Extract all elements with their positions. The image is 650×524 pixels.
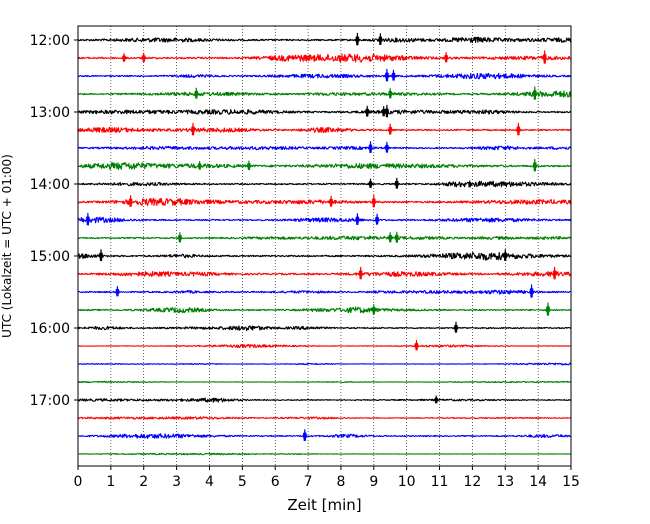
x-tick-label: 9	[369, 474, 378, 490]
trace-1730	[77, 429, 572, 442]
trace-1530	[77, 284, 572, 298]
trace-1645	[77, 380, 572, 384]
x-tick-label: 12	[463, 474, 481, 490]
trace-layer	[77, 32, 572, 456]
x-tick-label: 4	[205, 474, 214, 490]
y-tick-label: 17:00	[30, 393, 70, 409]
grid-layer	[110, 26, 539, 466]
y-tick-label: 15:00	[30, 249, 70, 265]
y-axis-label: UTC (Lokalzeit = UTC + 01:00)	[0, 154, 14, 338]
trace-1545	[77, 302, 572, 316]
trace-1345	[77, 158, 572, 172]
x-tick-label: 7	[304, 474, 313, 490]
tick-layer: 0 1 2 3 4 5 6 7 8 9 10 11 12 13 14 1512:0013:0014:0015:…	[30, 33, 580, 490]
trace-1245	[77, 86, 572, 100]
x-axis-label: Zeit [min]	[287, 496, 361, 514]
trace-1745	[77, 452, 572, 456]
x-tick-label: 3	[172, 474, 181, 490]
trace-1630	[77, 362, 572, 366]
x-tick-label: 14	[529, 474, 547, 490]
plot-frame	[77, 25, 572, 467]
x-tick-label: 13	[496, 474, 514, 490]
x-tick-label: 2	[139, 474, 148, 490]
trace-1500	[77, 249, 572, 262]
trace-1415	[77, 194, 572, 208]
trace-1430	[77, 212, 572, 226]
trace-1600	[77, 321, 572, 333]
y-tick-label: 13:00	[30, 105, 70, 121]
trace-1230	[77, 68, 572, 82]
x-tick-label: 5	[238, 474, 247, 490]
x-tick-label: 15	[562, 474, 580, 490]
trace-1300	[77, 104, 572, 118]
y-tick-label: 16:00	[30, 321, 70, 337]
x-tick-label: 11	[431, 474, 449, 490]
x-tick-label: 0	[74, 474, 83, 490]
x-tick-label: 6	[271, 474, 280, 490]
trace-1715	[77, 416, 572, 420]
x-tick-label: 8	[336, 474, 345, 490]
x-tick-label: 1	[106, 474, 115, 490]
y-tick-label: 14:00	[30, 177, 70, 193]
trace-1315	[77, 122, 572, 136]
trace-1215	[77, 50, 572, 64]
trace-1400	[77, 177, 572, 189]
x-tick-label: 10	[398, 474, 416, 490]
trace-1515	[77, 266, 572, 280]
trace-1445	[77, 231, 572, 243]
trace-1330	[77, 141, 572, 154]
trace-1200	[77, 32, 572, 46]
trace-1700	[77, 395, 572, 404]
y-tick-label: 12:00	[30, 33, 70, 49]
trace-1615	[77, 340, 572, 351]
